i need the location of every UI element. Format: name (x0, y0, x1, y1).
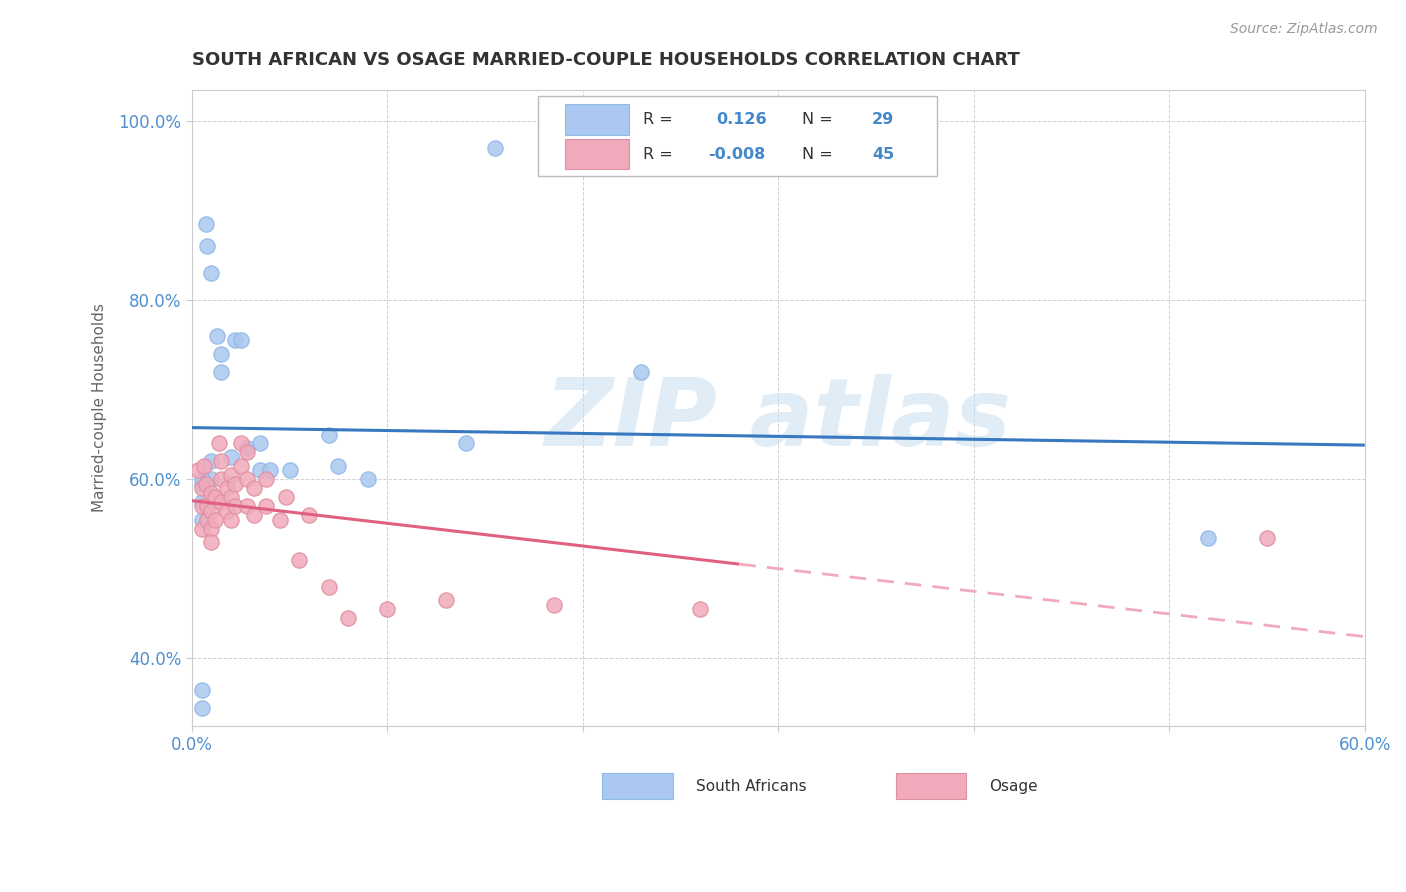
Point (200, 266, 222, 280)
Point (190, 481, 212, 495)
Point (229, 334, 252, 348)
Point (190, 499, 212, 513)
Y-axis label: Married-couple Households: Married-couple Households (93, 303, 107, 512)
Text: -0.008: -0.008 (709, 146, 765, 161)
Point (190, 522, 212, 536)
Point (197, 499, 219, 513)
FancyBboxPatch shape (602, 773, 672, 798)
Point (454, 436, 477, 450)
Point (197, 513, 219, 527)
Point (484, 141, 506, 155)
Point (375, 602, 398, 616)
Point (259, 463, 281, 477)
Text: 45: 45 (872, 146, 894, 161)
Point (269, 513, 291, 527)
Point (219, 513, 242, 527)
Point (357, 472, 380, 486)
Point (1197, 531, 1219, 545)
FancyBboxPatch shape (565, 139, 630, 169)
Point (209, 494, 232, 508)
Text: N =: N = (801, 112, 832, 128)
Text: SOUTH AFRICAN VS OSAGE MARRIED-COUPLE HOUSEHOLDS CORRELATION CHART: SOUTH AFRICAN VS OSAGE MARRIED-COUPLE HO… (191, 51, 1019, 69)
Point (243, 508, 266, 523)
Text: Source: ZipAtlas.com: Source: ZipAtlas.com (1230, 22, 1378, 37)
Point (193, 458, 215, 473)
Point (235, 472, 257, 486)
Point (224, 476, 246, 491)
Point (219, 490, 242, 504)
Point (235, 499, 257, 513)
Point (200, 485, 222, 500)
Point (219, 450, 242, 464)
Point (249, 463, 271, 477)
Point (235, 441, 257, 455)
Point (249, 436, 271, 450)
Text: ZIP atlas: ZIP atlas (546, 375, 1012, 467)
Text: R =: R = (644, 146, 673, 161)
Point (229, 458, 252, 473)
FancyBboxPatch shape (538, 96, 936, 176)
Point (434, 593, 457, 607)
Point (318, 580, 340, 594)
FancyBboxPatch shape (565, 104, 630, 135)
Point (200, 472, 222, 486)
Point (200, 522, 222, 536)
FancyBboxPatch shape (896, 773, 966, 798)
Point (229, 436, 252, 450)
Point (204, 490, 226, 504)
Point (200, 503, 222, 517)
Point (543, 598, 565, 612)
Point (337, 611, 360, 625)
Point (328, 458, 350, 473)
Point (187, 463, 209, 477)
Point (190, 472, 212, 486)
Point (288, 553, 311, 567)
Text: South Africans: South Africans (696, 779, 807, 794)
Point (219, 467, 242, 482)
Point (190, 476, 212, 491)
Point (254, 499, 277, 513)
Point (224, 499, 246, 513)
Text: N =: N = (801, 146, 832, 161)
Point (209, 454, 232, 468)
Point (630, 365, 652, 379)
Point (209, 472, 232, 486)
Point (243, 481, 266, 495)
Point (190, 513, 212, 527)
Point (209, 347, 232, 361)
Point (204, 513, 226, 527)
Point (254, 472, 277, 486)
Point (689, 602, 711, 616)
Point (278, 463, 301, 477)
Point (209, 365, 232, 379)
Point (194, 476, 217, 491)
Point (224, 334, 246, 348)
Text: 0.126: 0.126 (716, 112, 766, 128)
Point (207, 329, 229, 343)
Point (190, 494, 212, 508)
Point (194, 217, 217, 231)
Text: R =: R = (644, 112, 673, 128)
Point (215, 481, 238, 495)
Text: Osage: Osage (990, 779, 1038, 794)
Text: 29: 29 (872, 112, 894, 128)
Point (298, 508, 321, 523)
Point (1256, 531, 1278, 545)
Point (318, 427, 340, 442)
Point (208, 436, 231, 450)
Point (200, 535, 222, 549)
Point (215, 503, 238, 517)
Point (190, 700, 212, 714)
Point (197, 239, 219, 253)
Point (274, 490, 297, 504)
Point (235, 445, 257, 459)
Point (200, 454, 222, 468)
Point (190, 682, 212, 697)
